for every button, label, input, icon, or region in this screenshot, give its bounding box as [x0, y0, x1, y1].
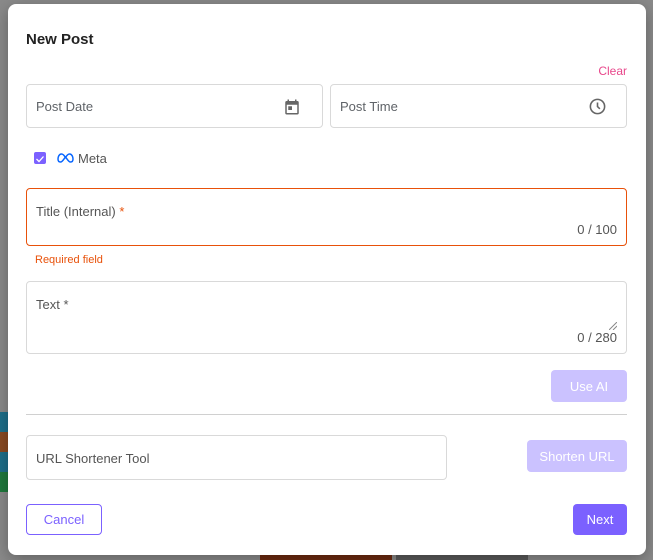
clock-icon[interactable]: [588, 97, 607, 116]
text-label: Text *: [36, 297, 69, 312]
use-ai-button[interactable]: Use AI: [551, 370, 627, 402]
background-item: [0, 472, 10, 492]
required-field-error: Required field: [35, 254, 103, 266]
clear-link[interactable]: Clear: [598, 64, 627, 78]
text-input[interactable]: Text * 0 / 280: [26, 281, 627, 354]
title-counter: 0 / 100: [577, 222, 617, 237]
url-shortener-placeholder: URL Shortener Tool: [36, 451, 150, 466]
shorten-url-button[interactable]: Shorten URL: [527, 440, 627, 472]
post-time-input[interactable]: Post Time: [330, 84, 627, 128]
url-shortener-input[interactable]: URL Shortener Tool: [26, 435, 447, 480]
title-internal-input[interactable]: Title (Internal) * 0 / 100: [26, 188, 627, 246]
next-button[interactable]: Next: [573, 504, 627, 535]
post-date-input[interactable]: Post Date: [26, 84, 323, 128]
cancel-button[interactable]: Cancel: [26, 504, 102, 535]
calendar-icon[interactable]: [283, 98, 301, 116]
modal-title: New Post: [26, 31, 94, 48]
background-item: [0, 432, 10, 452]
background-item: [0, 452, 10, 472]
checkmark-icon: [36, 156, 44, 163]
meta-label: Meta: [78, 151, 107, 166]
title-label: Title (Internal): [36, 204, 116, 219]
required-mark: *: [119, 204, 125, 219]
post-date-placeholder: Post Date: [36, 99, 94, 114]
meta-checkbox[interactable]: [34, 152, 46, 164]
new-post-modal: New Post Clear Post Date Post Time Meta …: [8, 4, 646, 555]
background-item: [0, 412, 10, 432]
divider: [26, 414, 627, 415]
text-counter: 0 / 280: [577, 330, 617, 345]
resize-handle-icon[interactable]: [609, 322, 617, 330]
post-time-placeholder: Post Time: [340, 99, 398, 114]
meta-icon: [57, 153, 74, 163]
